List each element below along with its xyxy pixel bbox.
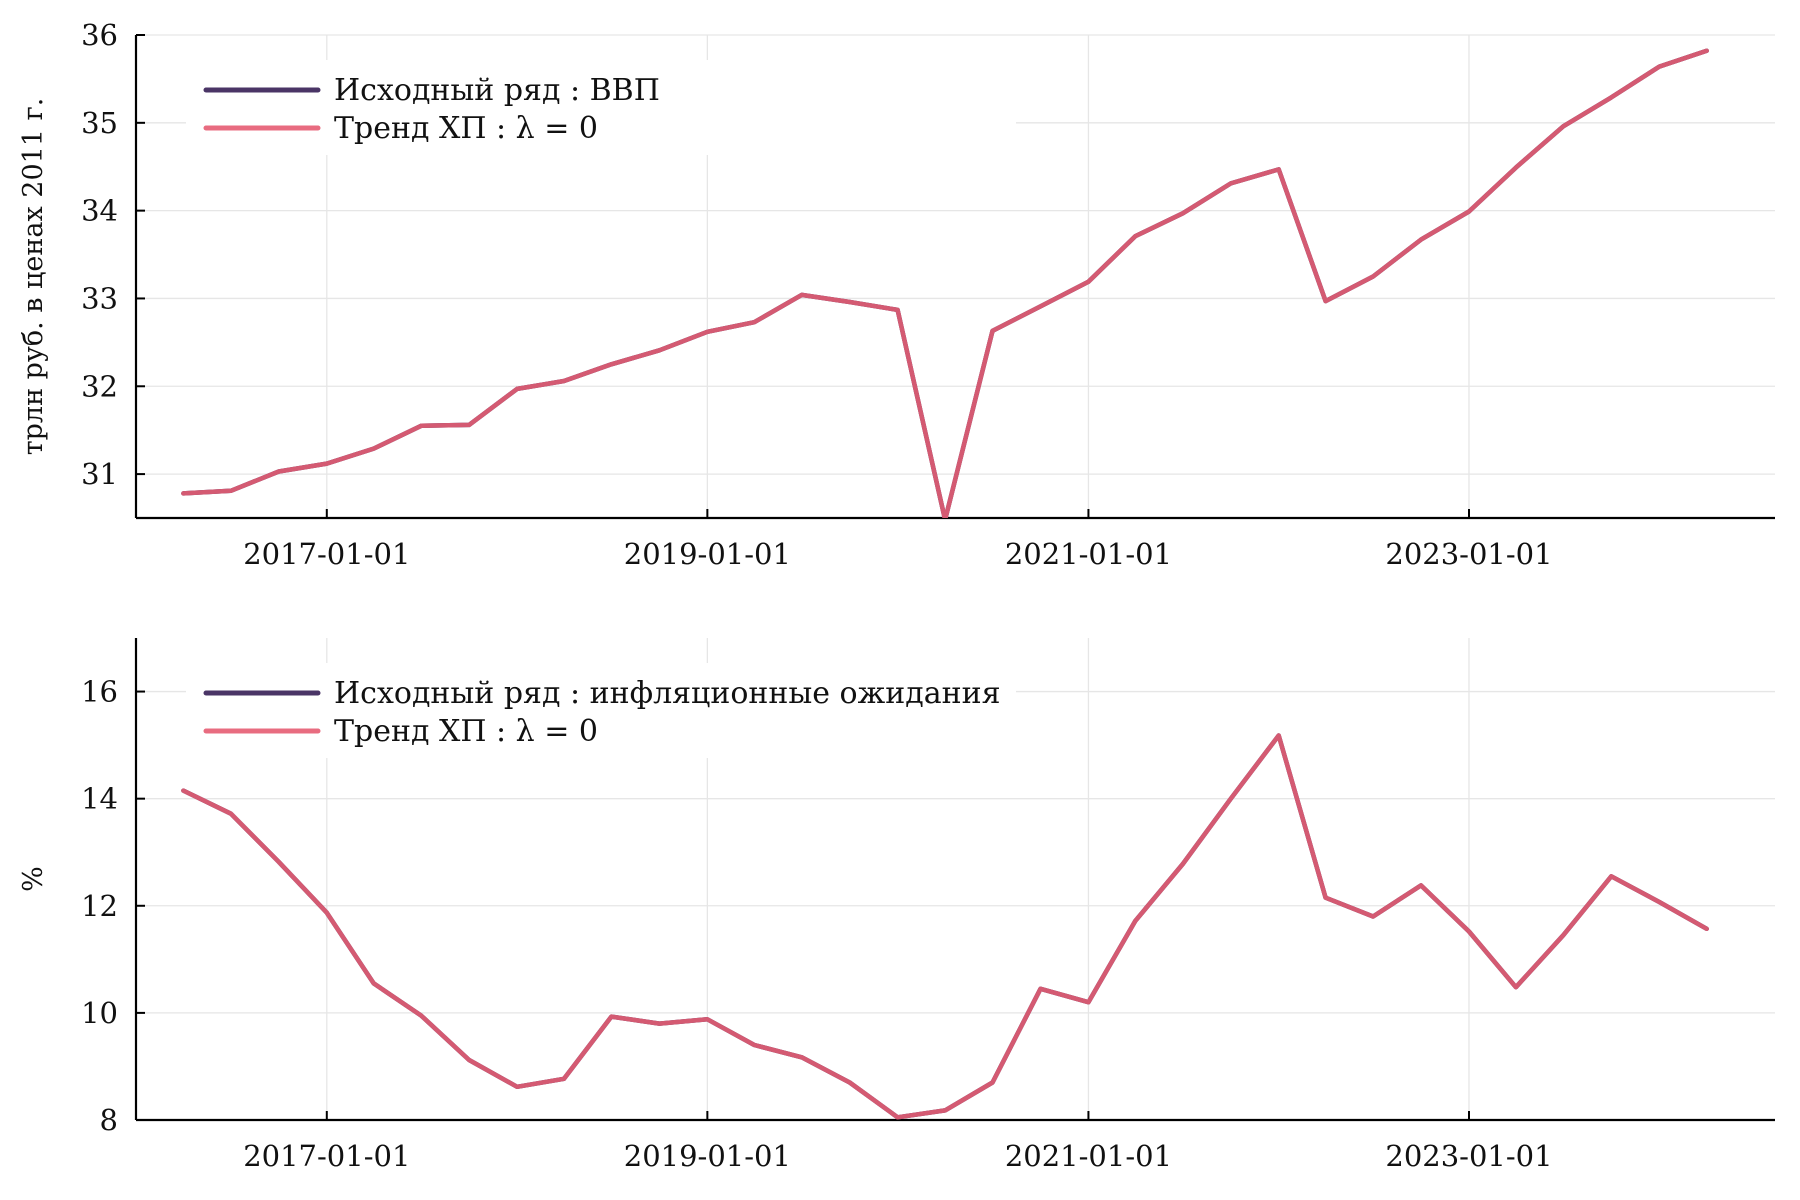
x-tick-label: 2019-01-01 xyxy=(624,537,791,571)
y-tick-label: 32 xyxy=(81,369,118,403)
y-tick-label: 16 xyxy=(81,675,118,709)
series-line-trend xyxy=(181,48,1709,518)
x-tick-label: 2021-01-01 xyxy=(1005,1139,1172,1173)
y-axis-label: % xyxy=(18,866,49,892)
y-tick-label: 12 xyxy=(81,889,118,923)
y-tick-label: 31 xyxy=(81,457,118,491)
y-tick-label: 10 xyxy=(81,996,118,1030)
x-tick-label: 2017-01-01 xyxy=(243,537,410,571)
chart-panel-1: 31 32 33 34 35 36 2017-01-01 2019-01-01 2021-01-… xyxy=(18,18,1775,571)
y-tick-label: 14 xyxy=(81,782,118,816)
legend-background xyxy=(186,663,1016,758)
x-tick-label: 2023-01-01 xyxy=(1385,1139,1552,1173)
legend-label-trend: Тренд ХП : λ = 0 xyxy=(334,111,598,146)
legend-label-original: Исходный ряд : инфляционные ожидания xyxy=(334,676,1001,711)
legend-label-trend: Тренд ХП : λ = 0 xyxy=(334,714,598,749)
y-tick-label: 35 xyxy=(81,106,118,140)
x-tick-label: 2023-01-01 xyxy=(1385,537,1552,571)
y-tick-label: 36 xyxy=(81,18,118,52)
series-line-original xyxy=(181,733,1709,1120)
y-axis-label: трлн руб. в ценах 2011 г. xyxy=(18,98,49,456)
y-tick-label: 8 xyxy=(100,1103,118,1137)
x-tick-label: 2017-01-01 xyxy=(243,1139,410,1173)
legend: Исходный ряд : инфляционные ожиданияТрен… xyxy=(186,663,1016,758)
y-tick-label: 34 xyxy=(81,194,118,228)
series-line-trend xyxy=(181,733,1709,1120)
legend-label-original: Исходный ряд : ВВП xyxy=(334,73,660,108)
x-tick-label: 2019-01-01 xyxy=(624,1139,791,1173)
x-tick-label: 2021-01-01 xyxy=(1005,537,1172,571)
legend-background xyxy=(186,60,1016,155)
y-tick-label: 33 xyxy=(81,281,118,315)
chart-panel-2: 8 10 12 14 16 2017-01-01 2019-01-01 2021-01-01 2… xyxy=(18,638,1775,1173)
